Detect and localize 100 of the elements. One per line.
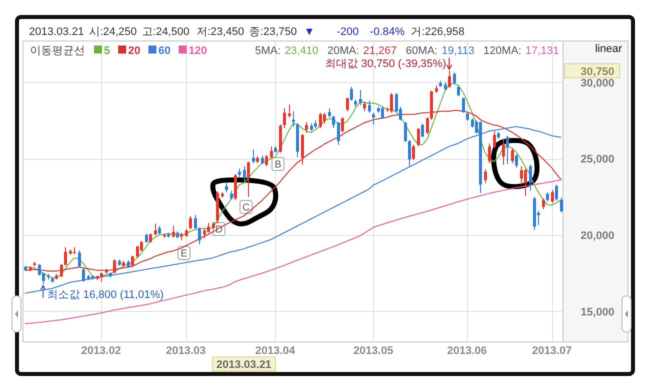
candlestick	[234, 173, 237, 200]
text: 저:23,450	[196, 26, 244, 38]
candlestick	[323, 112, 326, 124]
annotation: 23,410	[284, 45, 318, 57]
candlestick	[225, 182, 228, 193]
candlestick	[305, 121, 308, 134]
candlestick	[288, 104, 291, 118]
text: 2013.03.21	[29, 26, 84, 38]
text: 고:24,500	[142, 26, 190, 38]
y-tick-label: 15,000	[580, 306, 614, 318]
candlestick	[301, 134, 304, 166]
candlestick	[520, 166, 523, 186]
candlestick	[368, 100, 371, 114]
candlestick	[457, 84, 460, 97]
candlestick	[350, 86, 353, 102]
annotation: B	[274, 160, 282, 170]
text: 시:24,250	[89, 26, 137, 38]
candlestick	[448, 70, 451, 88]
candlestick	[417, 128, 420, 147]
candlestick	[529, 164, 532, 192]
candlestick	[506, 135, 509, 164]
legend-title: 이동평균선	[30, 45, 85, 57]
candlestick	[328, 108, 331, 118]
y-tick-label: 25,000	[580, 154, 614, 166]
candlestick	[100, 272, 103, 282]
candlestick	[453, 72, 456, 86]
annotation: 최소값 16,800 (11,01%)	[47, 288, 164, 301]
candlestick	[145, 233, 148, 244]
annotation: 5MA:	[255, 45, 281, 57]
candlestick	[113, 258, 116, 274]
x-tick-label: 2013.07	[532, 345, 572, 357]
legend-label: 120	[188, 45, 207, 57]
text: 거:226,958	[410, 26, 464, 38]
candlestick	[551, 189, 554, 204]
legend-label: 60	[158, 45, 171, 57]
candlestick	[390, 92, 393, 114]
annotation: C	[242, 202, 250, 214]
candlestick	[332, 115, 335, 129]
candlestick	[198, 226, 201, 245]
legend-label: 20	[128, 45, 140, 57]
candlestick	[546, 192, 549, 202]
text: -200	[336, 26, 359, 38]
candlestick	[131, 255, 134, 267]
candlestick	[82, 268, 85, 282]
x-tick-label: 2013.05	[353, 345, 394, 357]
text: -0.84%	[370, 26, 405, 38]
x-tick-label: 2013.04	[255, 345, 296, 357]
candlestick	[363, 102, 366, 112]
text: linear	[595, 43, 622, 55]
candlestick	[292, 110, 295, 128]
candlestick	[372, 112, 375, 126]
candlestick	[511, 147, 514, 164]
candlestick	[359, 89, 362, 106]
candlestick	[243, 166, 246, 183]
y-tick-label: 20,000	[580, 230, 614, 242]
candlestick	[560, 197, 563, 213]
candlestick	[412, 144, 415, 161]
candlestick	[154, 223, 157, 236]
candlestick	[555, 184, 558, 202]
candlestick	[189, 215, 192, 230]
candlestick	[172, 225, 175, 238]
candlestick	[64, 246, 67, 266]
candlestick	[408, 140, 411, 168]
candlestick	[421, 123, 424, 138]
candlestick	[149, 233, 152, 244]
candlestick	[252, 148, 255, 164]
text: 종:23,750	[249, 26, 297, 38]
annotation: 21,267	[363, 45, 397, 57]
text: 30,750	[580, 66, 614, 78]
annotation: 19,113	[442, 45, 474, 57]
candlestick	[346, 97, 349, 112]
candlestick	[524, 168, 527, 197]
candlestick	[488, 142, 491, 164]
candlestick	[203, 228, 206, 239]
candlestick	[484, 168, 487, 184]
candlestick	[515, 154, 518, 168]
candlestick	[337, 121, 340, 146]
candlestick	[270, 146, 273, 160]
candlestick	[265, 154, 268, 167]
candlestick	[502, 138, 505, 166]
annotation: 20MA:	[327, 45, 360, 57]
candlestick	[283, 108, 286, 129]
candlestick	[136, 245, 139, 258]
candlestick	[426, 116, 429, 135]
candlestick	[247, 161, 250, 198]
candlestick	[194, 214, 197, 230]
text: ▼	[304, 26, 315, 38]
candlestick	[78, 250, 81, 268]
annotation: 최대값 30,750 (-39,35%)	[325, 58, 446, 70]
annotation: 120MA:	[483, 45, 522, 57]
candlestick	[462, 97, 465, 114]
candlestick	[341, 116, 344, 134]
line-series	[24, 110, 562, 272]
x-tick-label: 2013.03	[166, 345, 206, 357]
candlestick	[207, 222, 210, 234]
candlestick	[493, 130, 496, 148]
candlestick	[381, 106, 384, 120]
x-tick-label: 2013.02	[81, 345, 121, 357]
line-series	[24, 180, 562, 324]
annotation: D	[215, 224, 223, 236]
